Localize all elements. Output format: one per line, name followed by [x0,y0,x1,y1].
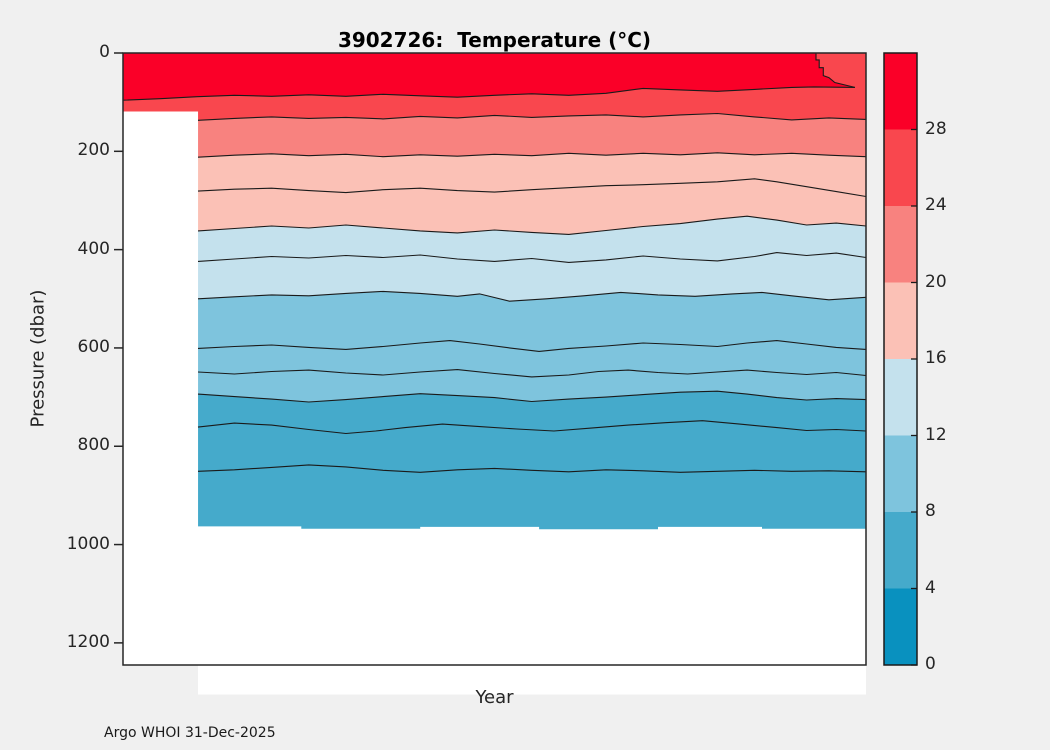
contour-line-c28-step [815,53,856,88]
contour-line-c12 [197,290,867,302]
y-tick-label: 800 [77,435,110,456]
contour-line-i9 [197,369,867,378]
y-tick-label: 1000 [66,533,110,554]
y-tick-label: 0 [99,42,110,62]
contour-lines [122,53,867,473]
contour-line-i18 [197,178,867,198]
y-tick-label: 400 [77,238,110,259]
colorbar-tick-label: 16 [925,348,947,368]
colorbar-band [884,588,917,666]
colorbar-band [884,359,917,436]
y-axis-label: Pressure (dbar) [27,289,49,428]
y-tick-label: 1200 [66,631,110,652]
colorbar-band [884,282,917,360]
contour-line-c20 [197,152,867,158]
colorbar-tick-label: 12 [925,424,947,445]
y-tick-label: 200 [77,140,110,161]
colorbar-tick-label: 4 [925,577,936,598]
footer-credit: Argo WHOI 31-Dec-2025 [104,725,276,741]
contour-line-i5 [197,464,867,473]
colorbar-tick-label: 20 [925,271,947,292]
contour-line-i6 [197,420,867,435]
colorbar-band [884,435,917,513]
band-fill-c28 [123,53,855,101]
colorbar-tick-label: 24 [925,195,947,215]
colorbar-tick-label: 8 [925,501,936,521]
y-tick-label: 600 [77,336,110,357]
chart-title: 3902726: Temperature (°C) [337,28,652,52]
contour-line-i14 [197,252,867,263]
contour-line-c24 [197,112,867,121]
contour-line-c16 [197,215,867,235]
contour-line-i10 [197,340,867,352]
contour-line-c8 [197,390,867,403]
colorbar-band [884,512,917,589]
contour-line-c28 [122,86,855,101]
colorbar-band [884,129,917,207]
axis-box [122,52,867,666]
contour-fills [123,53,866,535]
colorbar-tick-label: 28 [925,118,947,139]
y-ticks [114,52,123,644]
colorbar [883,52,918,666]
colorbar-band [884,206,917,283]
no-data-notch [123,111,199,665]
colorbar-band [884,53,917,130]
colorbar-tick-label: 0 [925,654,936,674]
x-axis-label: Year [475,687,514,708]
no-data-mask [123,111,866,695]
